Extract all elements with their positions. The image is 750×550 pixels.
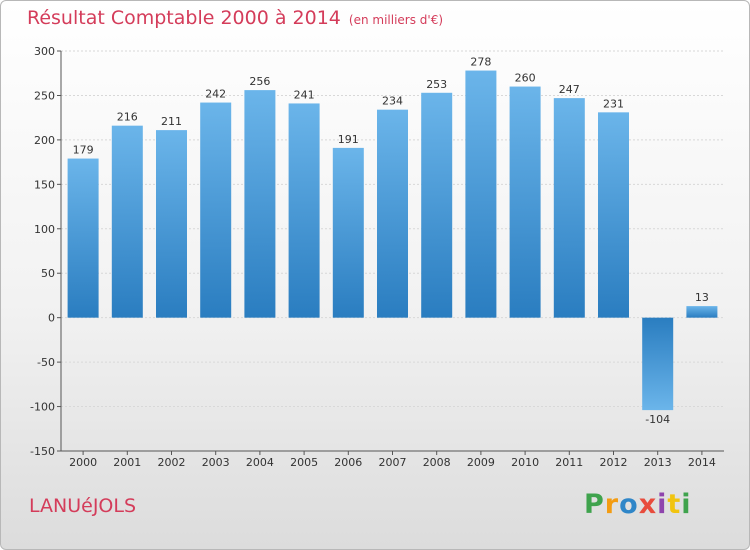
bar xyxy=(111,125,143,318)
data-label: 260 xyxy=(515,72,536,85)
logo-letter: x xyxy=(638,489,658,520)
y-tick-label: 250 xyxy=(34,89,55,102)
bar xyxy=(377,109,408,318)
data-label: 13 xyxy=(695,291,709,304)
x-tick-label: 2002 xyxy=(158,456,186,469)
data-label: 211 xyxy=(161,115,182,128)
x-tick-label: 2001 xyxy=(113,456,141,469)
data-label: 179 xyxy=(73,144,94,157)
x-tick-label: 2010 xyxy=(511,456,539,469)
data-label: 247 xyxy=(559,83,580,96)
y-tick-label: 0 xyxy=(48,312,55,325)
bar xyxy=(465,70,497,318)
x-tick-label: 2008 xyxy=(423,456,451,469)
logo-letter: P xyxy=(584,489,605,520)
logo-letter: r xyxy=(604,489,620,520)
data-label: 253 xyxy=(426,78,447,91)
y-tick-label: -50 xyxy=(37,356,55,369)
x-tick-label: 2014 xyxy=(688,456,716,469)
bar xyxy=(244,90,276,318)
x-tick-label: 2011 xyxy=(555,456,583,469)
logo-letter: t xyxy=(667,489,682,520)
x-tick-label: 2009 xyxy=(467,456,495,469)
y-tick-label: -150 xyxy=(30,445,55,458)
logo-letter: i xyxy=(657,489,668,520)
y-tick-label: 200 xyxy=(34,134,55,147)
bar xyxy=(332,147,364,318)
logo-letter: o xyxy=(619,489,639,520)
bar xyxy=(642,317,674,411)
bar xyxy=(553,98,585,318)
x-tick-label: 2013 xyxy=(644,456,672,469)
data-label: -104 xyxy=(645,413,670,426)
bar xyxy=(421,92,453,318)
data-label: 234 xyxy=(382,95,403,108)
bar xyxy=(598,112,629,318)
data-label: 256 xyxy=(249,75,270,88)
x-tick-label: 2012 xyxy=(600,456,628,469)
bar xyxy=(67,158,99,318)
x-tick-label: 2003 xyxy=(202,456,230,469)
bar xyxy=(156,130,187,318)
y-tick-label: 50 xyxy=(41,267,55,280)
y-tick-label: 100 xyxy=(34,223,55,236)
bar xyxy=(686,306,718,318)
y-tick-label: 150 xyxy=(34,178,55,191)
proxiti-logo: Proxiti xyxy=(584,489,692,520)
x-tick-label: 2004 xyxy=(246,456,274,469)
y-tick-label: -100 xyxy=(30,401,55,414)
city-name: LANUéJOLS xyxy=(29,495,137,517)
data-label: 191 xyxy=(338,133,359,146)
x-tick-label: 2000 xyxy=(69,456,97,469)
logo-letter: i xyxy=(681,489,692,520)
bar xyxy=(200,102,232,318)
chart-title: Résultat Comptable 2000 à 2014 (en millie… xyxy=(27,7,444,29)
bar xyxy=(509,86,541,318)
x-tick-label: 2005 xyxy=(290,456,318,469)
unit-label: (en milliers d'€) xyxy=(348,13,444,27)
bar xyxy=(288,103,320,318)
data-label: 242 xyxy=(205,88,226,101)
data-label: 278 xyxy=(470,56,491,69)
y-tick-label: 300 xyxy=(34,45,55,58)
data-label: 216 xyxy=(117,111,138,124)
x-tick-label: 2006 xyxy=(334,456,362,469)
data-label: 241 xyxy=(294,88,315,101)
x-tick-label: 2007 xyxy=(379,456,407,469)
data-label: 231 xyxy=(603,97,624,110)
